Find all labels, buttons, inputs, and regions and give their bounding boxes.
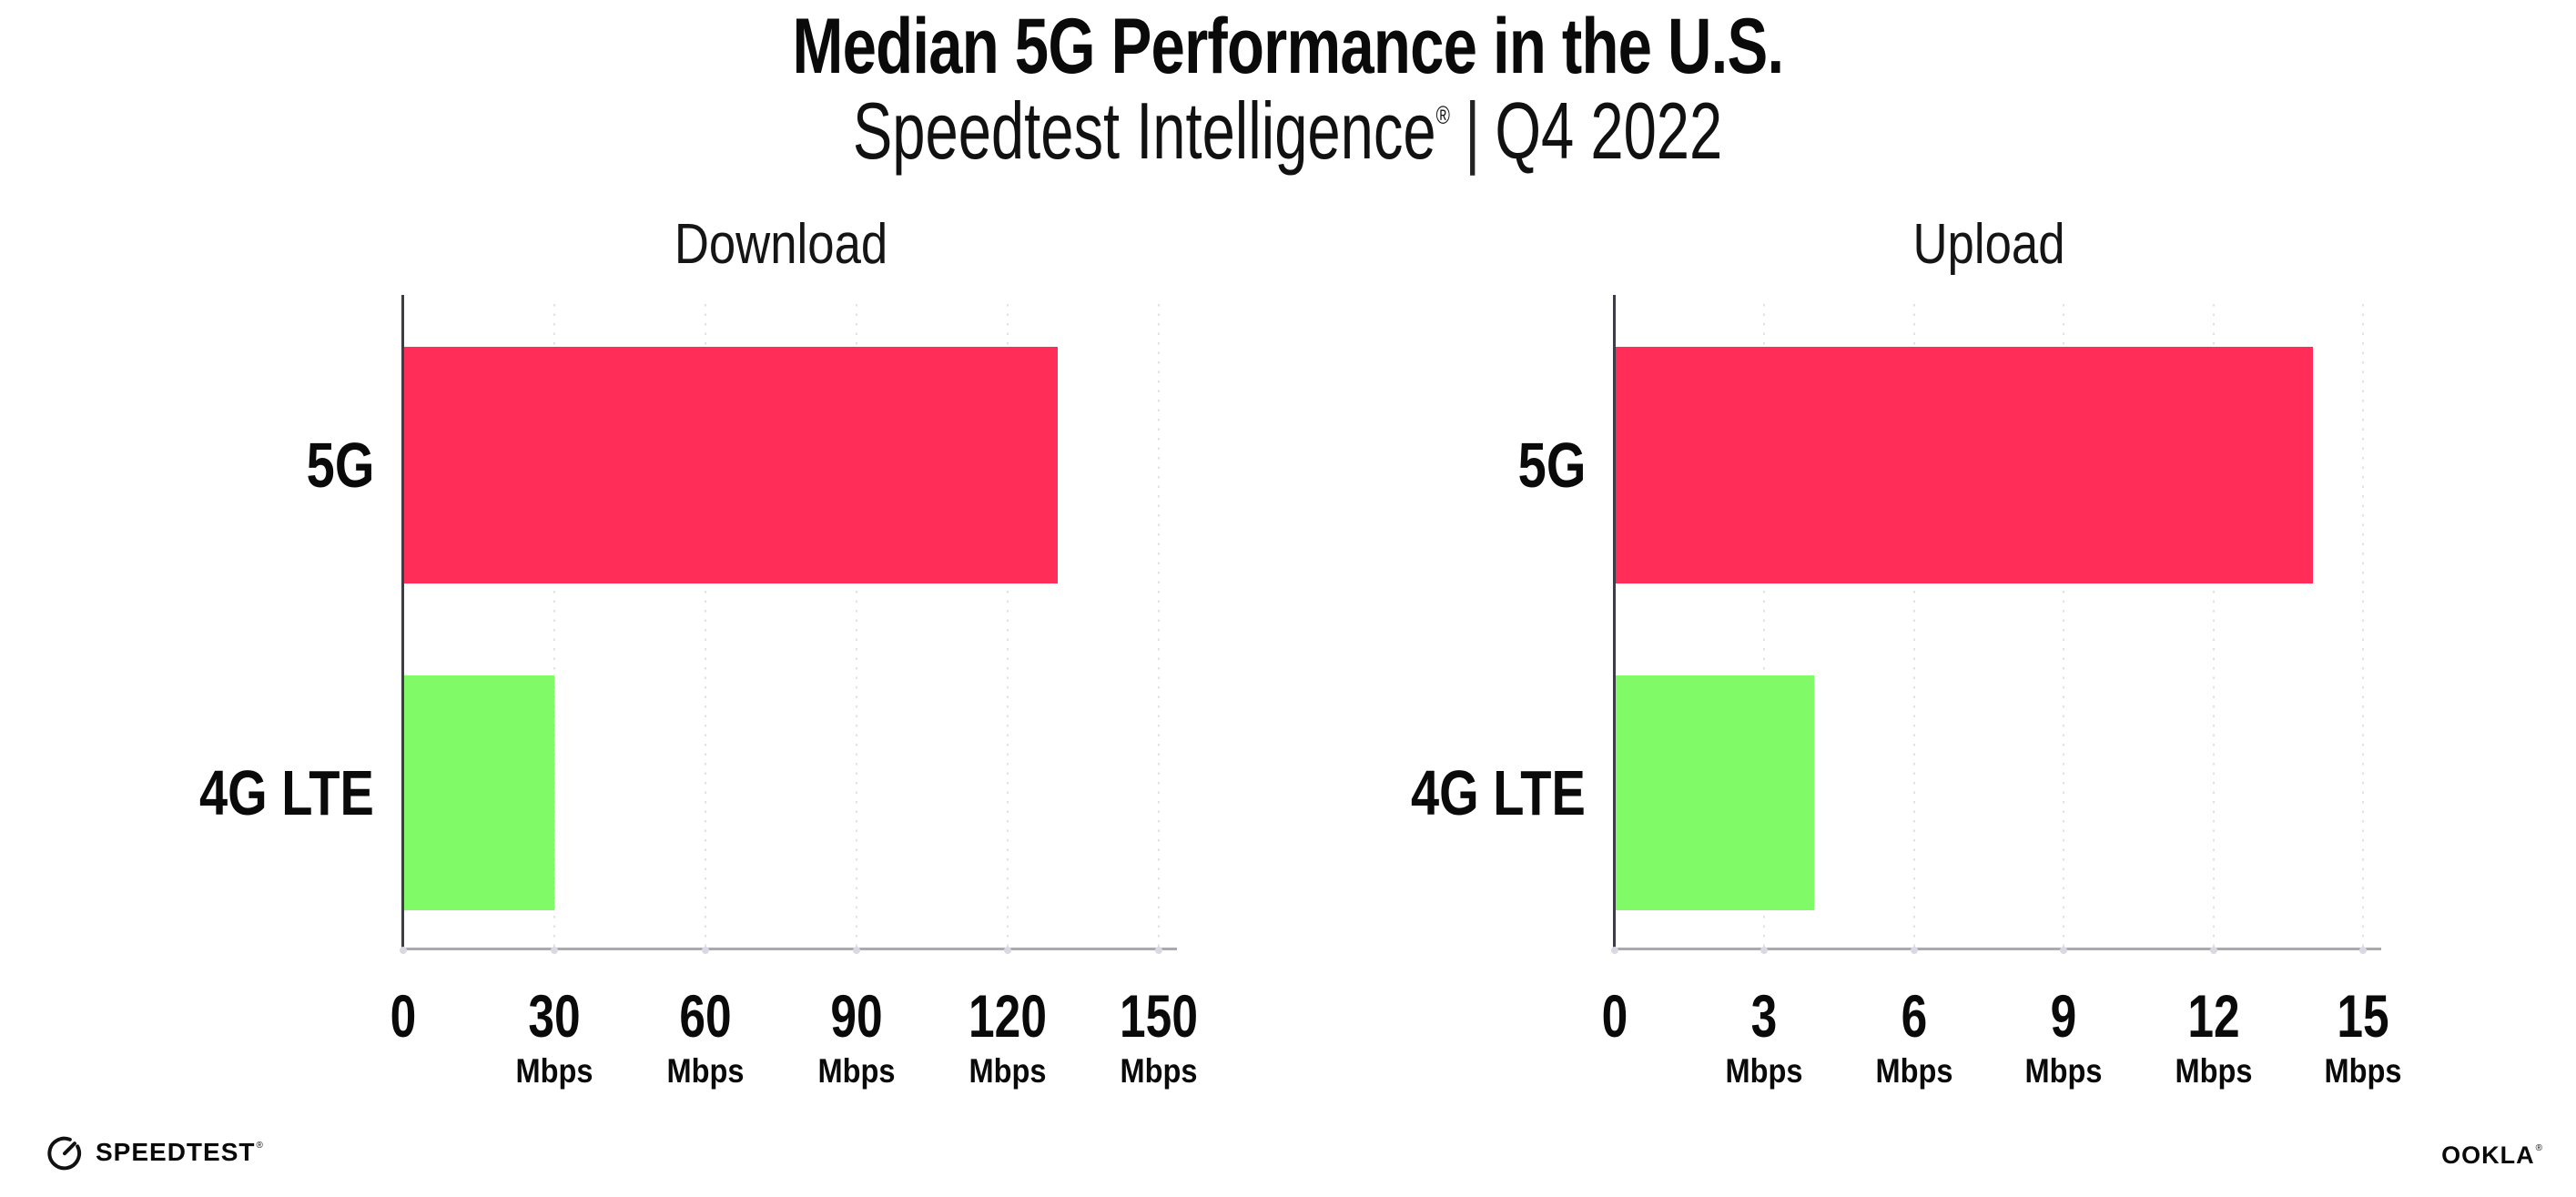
ookla-logo: OOKLA® (2441, 1143, 2543, 1168)
y-category-label: 5G (289, 433, 374, 497)
y-axis-line (1613, 295, 1616, 953)
gridline (856, 304, 857, 949)
x-tick-label: 150 Mbps (1109, 982, 1209, 1090)
x-tick-label: 90 Mbps (813, 982, 901, 1090)
bar-5g (403, 347, 1059, 583)
x-tick-unit: Mbps (817, 1051, 896, 1090)
axis-tick-dot (551, 946, 558, 954)
speedtest-logo: SPEEDTEST® (46, 1132, 264, 1172)
x-tick-value: 3 (1751, 982, 1778, 1050)
axis-tick-dot (1611, 946, 1618, 954)
speedtest-registered-mark: ® (256, 1141, 264, 1151)
x-tick-label: 30 Mbps (511, 982, 599, 1090)
ookla-label: OOKLA (2441, 1141, 2535, 1169)
y-category-label: 5G (1501, 433, 1586, 497)
y-category-label: 4G LTE (1367, 761, 1586, 825)
axis-tick-dot (702, 946, 709, 954)
x-tick-unit: Mbps (969, 1051, 1047, 1090)
x-tick-label: 120 Mbps (958, 982, 1058, 1090)
gridline (2212, 304, 2215, 949)
axis-tick-dot (1910, 946, 1918, 954)
x-tick-value: 120 (969, 982, 1047, 1050)
y-category-text: 4G LTE (199, 757, 374, 829)
x-tick-unit: Mbps (2324, 1051, 2402, 1090)
x-tick-unit: Mbps (666, 1051, 745, 1090)
x-tick-label: 12 Mbps (2169, 982, 2257, 1090)
x-axis-line (401, 948, 1177, 950)
bar-5g (1615, 347, 2314, 583)
x-tick-label: 6 Mbps (1870, 982, 1958, 1090)
subtitle-period: Q4 2022 (1495, 86, 1723, 176)
x-tick-label: 15 Mbps (2319, 982, 2408, 1090)
gridline (2063, 304, 2065, 949)
x-tick-unit: Mbps (515, 1051, 593, 1090)
x-tick-value: 15 (2337, 982, 2389, 1050)
chart-title-text: Download (674, 213, 888, 276)
x-tick-value: 90 (830, 982, 883, 1050)
y-category-label: 4G LTE (156, 761, 374, 825)
x-tick-label: 0 (387, 982, 421, 1050)
x-tick-value: 30 (528, 982, 581, 1050)
axis-tick-dot (2359, 946, 2367, 954)
x-tick-value: 9 (2050, 982, 2077, 1050)
axis-tick-dot (853, 946, 860, 954)
x-tick-value: 12 (2186, 982, 2240, 1050)
x-tick-value: 6 (1901, 982, 1928, 1050)
x-tick-label: 9 Mbps (2020, 982, 2108, 1090)
x-tick-unit: Mbps (1875, 1051, 1953, 1090)
subtitle-divider: | (1465, 86, 1481, 176)
x-tick-value: 0 (1601, 982, 1628, 1050)
x-tick-value: 60 (679, 982, 732, 1050)
x-tick-label: 3 Mbps (1720, 982, 1809, 1090)
x-tick-label: 0 (1598, 982, 1632, 1050)
axis-tick-dot (400, 946, 407, 954)
gridline (705, 304, 706, 949)
y-category-text: 5G (1517, 430, 1586, 501)
gridline (553, 304, 555, 949)
x-tick-unit: Mbps (2175, 1051, 2253, 1090)
y-category-text: 4G LTE (1411, 757, 1586, 829)
upload-chart: Upload 0 3 Mbps 6 Mbps 9 Mbps 12 Mbps 15 Mbps 5G 4G … (1411, 217, 2401, 1088)
chart-title: Download (655, 217, 907, 273)
gridline (1158, 304, 1160, 949)
y-axis-line (401, 295, 404, 953)
subtitle-brand: Speedtest Intelligence (853, 86, 1437, 176)
x-tick-unit: Mbps (1725, 1051, 1803, 1090)
axis-tick-dot (1760, 946, 1769, 954)
page-subtitle: Speedtest Intelligence® | Q4 2022 (0, 91, 2576, 171)
bar-4g-lte (403, 675, 554, 911)
y-category-text: 5G (306, 430, 374, 501)
gridline (1912, 304, 1915, 949)
axis-tick-dot (1155, 946, 1162, 954)
page-subtitle-text: Speedtest Intelligence® | Q4 2022 (853, 91, 1722, 171)
x-tick-value: 150 (1120, 982, 1198, 1050)
chart-title: Upload (1900, 217, 2078, 273)
speedtest-wordmark: SPEEDTEST® (96, 1140, 264, 1165)
speedtest-gauge-icon (46, 1133, 84, 1172)
x-tick-label: 60 Mbps (662, 982, 750, 1090)
registered-mark: ® (1436, 101, 1451, 129)
x-tick-unit: Mbps (2024, 1051, 2103, 1090)
gridline (1763, 304, 1766, 949)
speedtest-label: SPEEDTEST (96, 1138, 256, 1166)
chart-title-text: Upload (1912, 213, 2065, 276)
gridline (2362, 304, 2364, 949)
x-axis-line (1613, 948, 2381, 950)
download-chart: Download 0 30 Mbps 60 Mbps 90 Mbps 120 Mbps 150 Mb… (199, 217, 1198, 1088)
x-tick-unit: Mbps (1120, 1051, 1198, 1090)
axis-tick-dot (2209, 946, 2217, 954)
x-tick-value: 0 (390, 982, 417, 1050)
gridline (1007, 304, 1009, 949)
page-title-text: Median 5G Performance in the U.S. (792, 3, 1785, 90)
page-title: Median 5G Performance in the U.S. (0, 3, 2576, 90)
bar-4g-lte (1615, 675, 1815, 911)
ookla-registered-mark: ® (2535, 1143, 2543, 1153)
axis-tick-dot (1004, 946, 1011, 954)
axis-tick-dot (2060, 946, 2068, 954)
